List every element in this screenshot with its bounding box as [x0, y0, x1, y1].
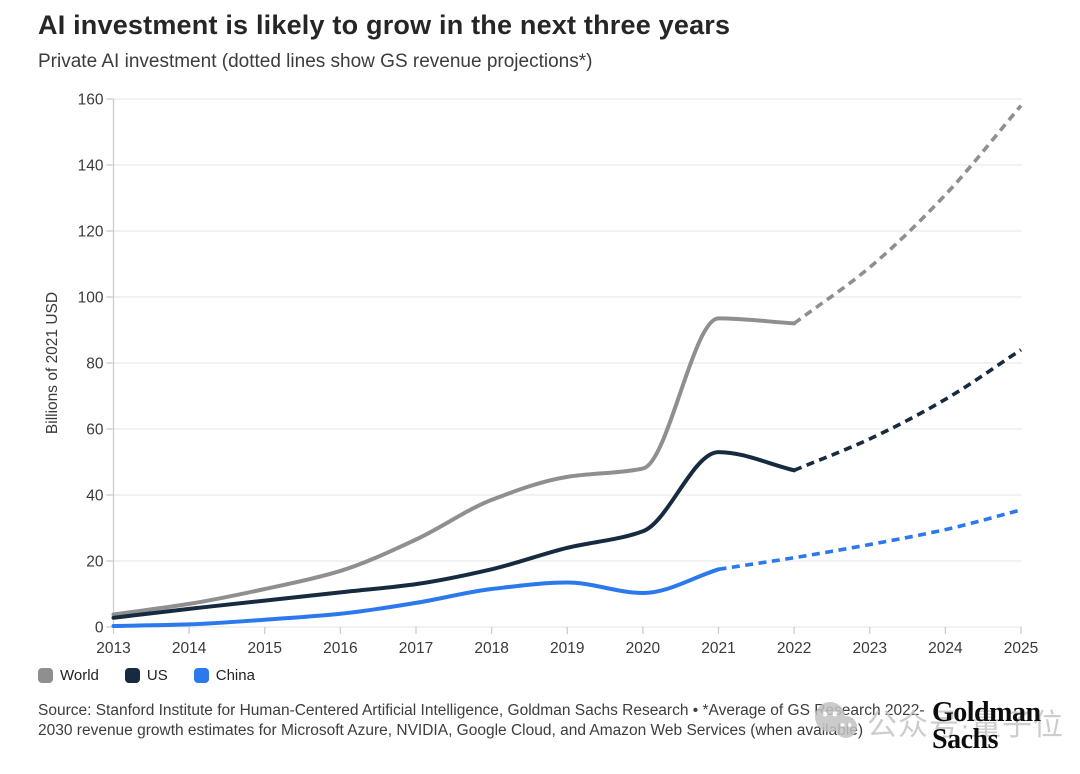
x-tick-label: 2019 [550, 640, 584, 657]
legend-label-china: China [215, 667, 255, 684]
legend-label-us: US [146, 667, 168, 684]
y-tick-label: 0 [95, 620, 104, 637]
x-tick-label: 2023 [853, 640, 887, 657]
legend-item-world: World [38, 667, 99, 684]
x-tick-label: 2017 [399, 640, 433, 657]
x-tick-label: 2015 [248, 640, 282, 657]
y-tick-label: 160 [78, 92, 104, 109]
goldman-sachs-logo: Goldman Sachs [932, 697, 1041, 755]
x-tick-label: 2021 [701, 640, 735, 657]
y-tick-label: 100 [78, 290, 104, 307]
y-tick-label: 60 [86, 422, 104, 439]
us-color-swatch [124, 668, 140, 683]
x-tick-label: 2016 [323, 640, 357, 657]
logo-line-1: Goldman [932, 697, 1041, 728]
x-tick-label: 2022 [777, 640, 811, 657]
y-tick-label: 120 [78, 224, 104, 241]
china-color-swatch [193, 668, 209, 683]
chart-title: AI investment is likely to grow in the n… [38, 10, 731, 40]
x-tick-label: 2013 [96, 640, 130, 657]
legend-label-world: World [60, 667, 99, 684]
chart-subtitle: Private AI investment (dotted lines show… [38, 51, 593, 72]
x-tick-label: 2020 [626, 640, 661, 657]
world-actual-line [111, 316, 797, 617]
y-tick-label: 20 [86, 554, 104, 571]
y-tick-label: 40 [86, 488, 104, 505]
x-tick-label: 2024 [928, 640, 963, 657]
x-tick-label: 2014 [172, 640, 207, 657]
legend-item-china: China [193, 667, 255, 684]
y-axis-title: Billions of 2021 USD [44, 292, 61, 434]
y-tick-label: 140 [78, 158, 104, 175]
x-tick-label: 2018 [474, 640, 508, 657]
logo-line-2: Sachs [932, 724, 998, 755]
china-projection-line [718, 508, 1022, 572]
us-actual-line [111, 450, 797, 620]
world-projection-line [793, 104, 1023, 325]
line-chart: 0 20 40 60 80 100 120 140 160 2013 2014 2015 2016 201… [44, 92, 1038, 658]
y-tick-label: 80 [86, 356, 104, 373]
us-projection-line [793, 348, 1022, 472]
legend-item-us: US [124, 667, 168, 684]
world-color-swatch [38, 668, 53, 683]
source-note: Source: Stanford Institute for Human-Cen… [38, 702, 925, 739]
legend: World US China [38, 667, 255, 684]
china-actual-line [111, 567, 721, 628]
x-tick-label: 2025 [1004, 640, 1038, 657]
